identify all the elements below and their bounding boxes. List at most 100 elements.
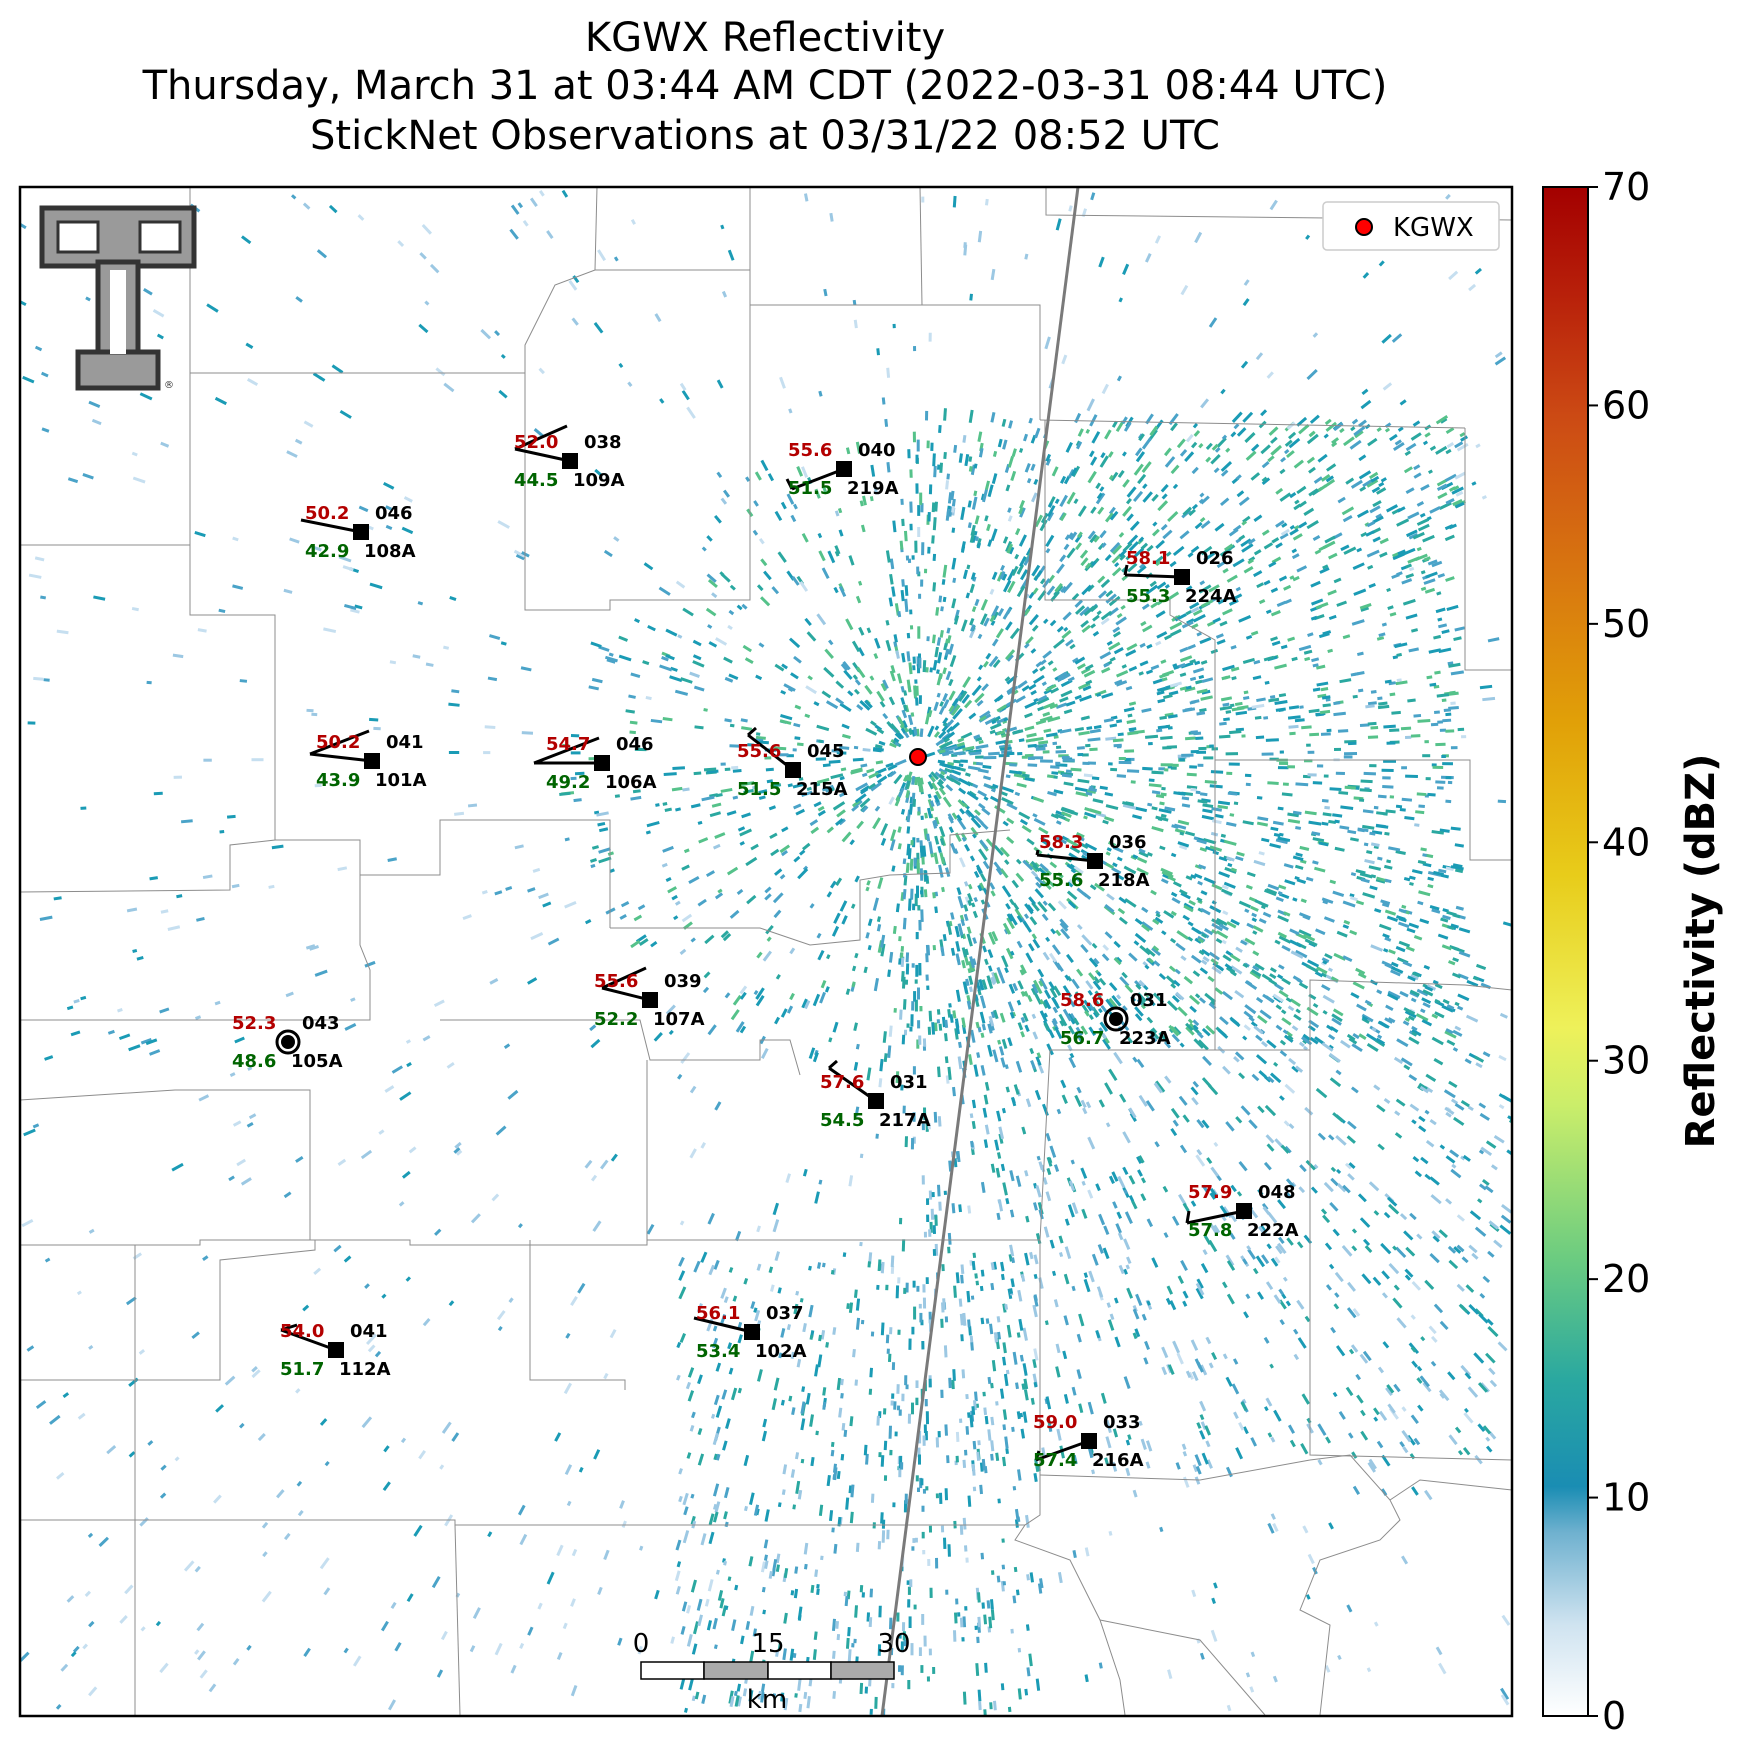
- station-dewpoint: 56.7: [1060, 1028, 1104, 1049]
- station-marker: [594, 755, 610, 771]
- county-line: [20, 1240, 316, 1381]
- station-dewpoint: 48.6: [232, 1051, 276, 1072]
- colorbar-tick-label: 70: [1602, 165, 1650, 209]
- station-temperature: 54.7: [546, 734, 590, 755]
- county-line: [20, 187, 751, 546]
- station-marker: [868, 1093, 884, 1109]
- station-temperature: 50.2: [316, 732, 360, 753]
- station-marker: [785, 762, 801, 778]
- colorbar-tick-label: 50: [1602, 602, 1650, 646]
- station-marker: [836, 461, 852, 477]
- station-id: 215A: [796, 779, 848, 800]
- wind-barb: [309, 729, 373, 763]
- station-marker: [1236, 1203, 1252, 1219]
- county-line: [1299, 1454, 1401, 1716]
- station-dewpoint: 53.4: [696, 1341, 740, 1362]
- county-line: [20, 875, 371, 1021]
- station-wind-direction: 038: [584, 432, 622, 453]
- county-line: [1014, 1475, 1126, 1716]
- scale-tick-label: 0: [633, 1629, 650, 1659]
- station-id: 108A: [364, 541, 416, 562]
- station-id: 223A: [1119, 1028, 1171, 1049]
- station-id: 224A: [1185, 586, 1237, 607]
- colorbar-tick-label: 40: [1602, 820, 1650, 864]
- sticknet-stations: 50.2 046 42.9 108A 52.0 038 44.5 109A 55.6 040 51.…: [232, 424, 1299, 1471]
- county-line: [20, 1060, 648, 1246]
- station-plot-224A: 58.1 026 55.3 224A: [1123, 548, 1237, 607]
- station-id: 217A: [879, 1110, 931, 1131]
- county-line: [646, 1239, 1041, 1475]
- station-marker: [1087, 853, 1103, 869]
- station-wind-direction: 040: [858, 440, 896, 461]
- station-marker: [281, 1035, 295, 1049]
- reflectivity-echoes: [20, 189, 1512, 1716]
- station-plot-105A: 52.3 043 48.6 105A: [232, 1013, 343, 1072]
- scale-tick-label: 15: [751, 1629, 784, 1659]
- county-line: [1309, 979, 1512, 1050]
- county-line: [20, 1519, 1025, 1526]
- station-temperature: 54.0: [280, 1321, 324, 1342]
- kgwx-radar-site-marker: [909, 748, 927, 766]
- county-line: [20, 1239, 310, 1246]
- station-marker: [744, 1324, 760, 1340]
- highway-line: [880, 187, 1080, 1716]
- county-boundaries: [20, 187, 1512, 1716]
- station-wind-direction: 043: [302, 1013, 340, 1034]
- county-line: [524, 304, 1041, 611]
- station-id: 101A: [375, 770, 427, 791]
- station-id: 109A: [573, 470, 625, 491]
- station-marker: [353, 524, 369, 540]
- station-dewpoint: 55.3: [1126, 586, 1170, 607]
- colorbar-label: Reflectivity (dBZ): [1678, 754, 1724, 1149]
- station-marker: [328, 1342, 344, 1358]
- county-line: [919, 187, 923, 306]
- station-temperature: 55.6: [737, 741, 781, 762]
- colorbar-tick-label: 20: [1602, 1257, 1650, 1301]
- station-dewpoint: 44.5: [514, 470, 558, 491]
- county-line: [1099, 1619, 1266, 1716]
- station-wind-direction: 041: [386, 732, 424, 753]
- station-plot-102A: 56.1 037 53.4 102A: [693, 1303, 807, 1362]
- station-plot-112A: 54.0 041 51.7 112A: [280, 1321, 391, 1380]
- station-plot-223A: 58.6 031 56.7 223A: [1060, 990, 1171, 1049]
- wind-barb: [1035, 849, 1096, 863]
- station-temperature: 58.3: [1039, 832, 1083, 853]
- station-wind-direction: 037: [766, 1303, 804, 1324]
- station-dewpoint: 51.5: [737, 779, 781, 800]
- station-temperature: 57.9: [1188, 1182, 1232, 1203]
- station-dewpoint: 51.5: [788, 478, 832, 499]
- station-dewpoint: 43.9: [316, 770, 360, 791]
- county-line: [1039, 1459, 1311, 1481]
- station-temperature: 52.3: [232, 1013, 276, 1034]
- station-temperature: 58.1: [1126, 548, 1170, 569]
- map-frame: [18, 185, 1514, 1718]
- station-wind-direction: 039: [664, 971, 702, 992]
- scale-unit-label: km: [747, 1685, 787, 1715]
- wind-barb: [693, 1316, 753, 1334]
- station-wind-direction: 046: [375, 503, 413, 524]
- station-dewpoint: 57.8: [1188, 1220, 1232, 1241]
- wind-barb: [1185, 1209, 1245, 1225]
- wind-barb: [280, 1323, 337, 1352]
- wind-barb: [514, 424, 571, 463]
- station-wind-direction: 045: [807, 741, 845, 762]
- station-id: 222A: [1247, 1220, 1299, 1241]
- station-temperature: 55.6: [788, 440, 832, 461]
- title-line-obs: StickNet Observations at 03/31/22 08:52 …: [310, 113, 1220, 159]
- station-plot-108A: 50.2 046 42.9 108A: [300, 503, 416, 562]
- title-line-time: Thursday, March 31 at 03:44 AM CDT (2022…: [142, 63, 1388, 109]
- station-plot-215A: 55.6 045 51.5 215A: [737, 726, 848, 800]
- station-plot-218A: 58.3 036 55.6 218A: [1035, 832, 1150, 891]
- station-dewpoint: 55.6: [1039, 870, 1083, 891]
- station-id: 219A: [847, 478, 899, 499]
- station-temperature: 50.2: [305, 503, 349, 524]
- station-wind-direction: 048: [1258, 1182, 1296, 1203]
- map-legend: KGWX: [1322, 201, 1500, 251]
- calm-wind-circle: [1103, 1006, 1129, 1032]
- wind-barb: [300, 518, 362, 534]
- county-line: [594, 187, 598, 271]
- station-marker: [1174, 569, 1190, 585]
- title-line-radar: KGWX Reflectivity: [584, 15, 946, 61]
- wind-barb: [533, 736, 602, 765]
